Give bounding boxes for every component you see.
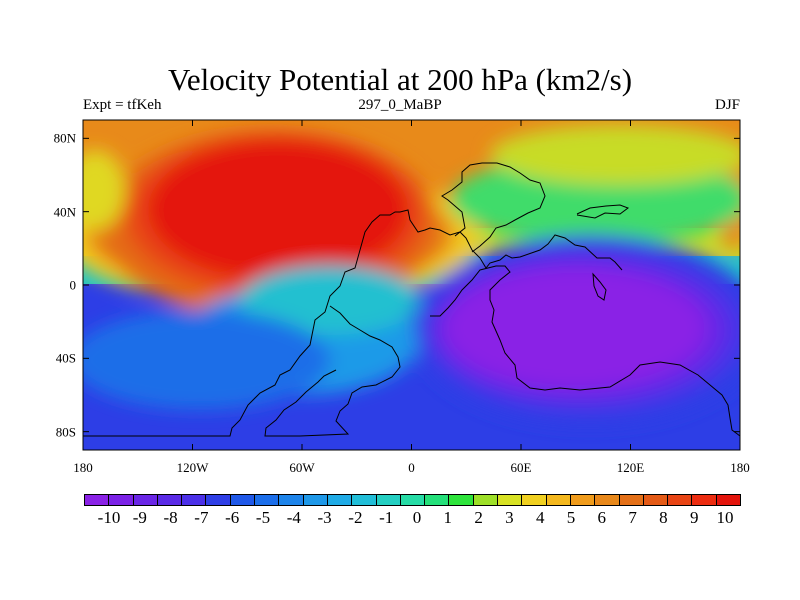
lon-tick-label: 0	[408, 460, 415, 475]
legend-label: -8	[163, 508, 178, 527]
legend-swatch	[569, 494, 596, 506]
legend-label: -4	[286, 508, 301, 527]
legend-label: -7	[194, 508, 209, 527]
legend-label: -1	[379, 508, 394, 527]
legend-swatch	[691, 494, 717, 506]
legend-label: 4	[535, 508, 545, 527]
legend-swatch	[618, 494, 644, 506]
plot-title: Velocity Potential at 200 hPa (km2/s)	[167, 62, 633, 97]
legend-label: -10	[97, 508, 121, 527]
legend-swatch	[545, 494, 571, 506]
legend-label: -5	[255, 508, 271, 527]
lon-tick-label: 120E	[616, 460, 645, 475]
legend-label: 5	[566, 508, 576, 527]
lat-tick-label: 0	[69, 277, 77, 293]
legend-swatch	[472, 494, 499, 506]
legend-swatch	[132, 494, 158, 506]
legend-label: 2	[474, 508, 483, 527]
lat-tick-label: 40N	[53, 204, 76, 220]
legend-swatch	[375, 494, 401, 506]
legend-swatch	[108, 494, 134, 506]
legend-label: 3	[505, 508, 514, 527]
legend-swatch	[254, 494, 280, 506]
lat-tick-label: 80S	[55, 424, 76, 440]
legend-swatch	[667, 494, 693, 506]
legend-swatch	[448, 494, 474, 506]
legend-swatch	[715, 494, 741, 506]
legend-swatch	[302, 494, 328, 506]
legend-swatch	[181, 494, 207, 506]
legend-swatch	[351, 494, 377, 506]
velocity-potential-field	[83, 120, 740, 450]
legend-swatch	[594, 494, 620, 506]
legend-label: -3	[317, 508, 332, 527]
legend-label: -9	[132, 508, 147, 527]
legend-label: -6	[225, 508, 240, 527]
lon-tick-label: 120W	[176, 460, 209, 475]
legend-swatch	[399, 494, 426, 506]
lon-tick-label: 180	[730, 460, 750, 475]
legend-label: 9	[689, 508, 699, 527]
legend-swatch	[278, 494, 304, 506]
experiment-label: Expt = tfKeh	[83, 97, 162, 113]
legend-swatch	[424, 494, 450, 506]
legend-swatch	[642, 494, 669, 506]
legend-label: 6	[597, 508, 607, 527]
season-label: DJF	[714, 97, 740, 113]
legend-swatch	[205, 494, 231, 506]
legend-label: 10	[716, 508, 734, 527]
run-label: 297_0_MaBP	[358, 97, 442, 113]
legend-swatch	[229, 494, 256, 506]
legend-label: 0	[412, 508, 422, 527]
legend-swatch	[521, 494, 547, 506]
coastlines	[83, 162, 740, 437]
legend-swatch	[326, 494, 353, 506]
legend-swatch	[156, 494, 183, 506]
tick-marks	[82, 120, 741, 450]
legend-label: -2	[348, 508, 363, 527]
lat-tick-label: 40S	[55, 350, 76, 366]
lon-tick-label: 60W	[289, 460, 315, 475]
lon-tick-label: 180	[73, 460, 93, 475]
legend-swatch	[497, 494, 523, 506]
legend-label: 8	[659, 508, 668, 527]
legend-label: 1	[443, 508, 453, 527]
lon-tick-label: 60E	[510, 460, 532, 475]
legend-swatch	[84, 494, 110, 506]
lat-tick-label: 80N	[53, 130, 76, 146]
legend-label: 7	[628, 508, 637, 527]
